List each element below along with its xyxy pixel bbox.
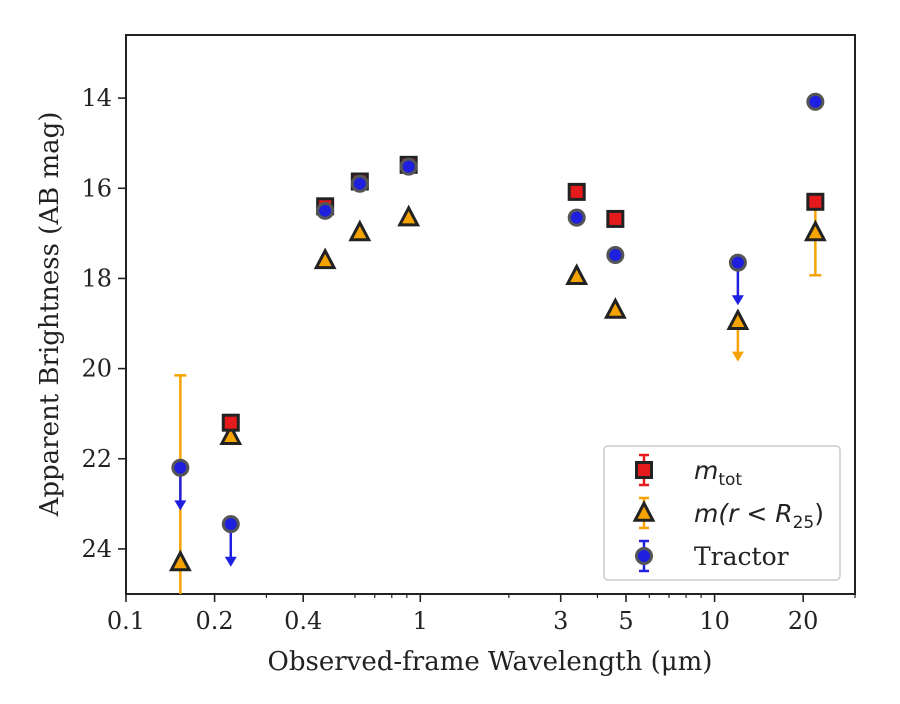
x-tick-label-1: 0.2 [196, 607, 234, 635]
x-tick-label-3: 1 [413, 607, 428, 635]
legend-marker-1 [632, 500, 656, 522]
circle-point-7 [728, 253, 747, 272]
triangle-point-1 [219, 423, 243, 445]
legend-entry-2: Tractor [635, 539, 789, 573]
legend-label-1: m(r < R25) [694, 499, 824, 533]
circle-point-2 [316, 201, 335, 220]
circle-point-4 [399, 157, 418, 176]
x-tick-label-6: 10 [699, 607, 730, 635]
circle-limit-arrow-7-head [731, 295, 744, 306]
y-tick-label-2: 18 [81, 264, 112, 292]
triangle-point-7 [726, 308, 750, 331]
x-axis-label: Observed-frame Wavelength (μm) [268, 647, 713, 677]
square-point-0 [221, 413, 240, 432]
x-tick-label-5: 5 [618, 607, 633, 635]
legend-marker-0 [635, 461, 653, 479]
legend-label-0: mtot [694, 456, 742, 490]
circle-limit-arrow-0-head [174, 500, 187, 511]
plot-frame [125, 34, 856, 595]
square-point-6 [806, 192, 825, 211]
circle-point-8 [806, 92, 825, 111]
y-tick-label-0: 14 [81, 84, 112, 112]
circle-point-6 [606, 245, 625, 264]
y-axis-label: Apparent Brightness (AB mag) [35, 112, 65, 518]
legend: mtot m(r < R25) Tractor [603, 445, 841, 581]
circle-point-5 [567, 208, 586, 227]
circle-point-3 [350, 174, 369, 193]
legend-entry-0: mtot [635, 453, 742, 490]
x-tick-label-0: 0.1 [107, 607, 145, 635]
legend-entry-1: m(r < R25) [632, 496, 824, 533]
x-tick-label-2: 0.4 [284, 607, 322, 635]
y-tick-label-5: 24 [81, 535, 112, 563]
triangle-point-6 [603, 297, 627, 319]
triangle-point-0 [168, 549, 192, 572]
circle-limit-arrow-1-head [224, 556, 237, 567]
legend-label-2: Tractor [694, 542, 789, 571]
y-tick-label-1: 16 [81, 174, 112, 202]
triangle-limit-arrow-7-head [731, 351, 744, 362]
y-tick-label-3: 20 [81, 355, 112, 383]
triangle-point-5 [565, 263, 589, 285]
legend-box [603, 445, 841, 581]
chart-axes: 0.1 0.2 0.4 1 3 5 10 20 14 16 18 20 22 24 [81, 84, 856, 635]
triangle-point-8 [803, 219, 827, 242]
y-tick-label-4: 22 [81, 445, 112, 473]
triangle-point-4 [397, 204, 421, 227]
x-tick-label-4: 3 [553, 607, 568, 635]
x-tick-label-7: 20 [788, 607, 819, 635]
chart-marks [168, 92, 827, 594]
circle-point-1 [221, 515, 240, 534]
triangle-point-3 [348, 219, 372, 242]
square-point-4 [567, 182, 586, 201]
circle-point-0 [171, 458, 190, 477]
legend-marker-2 [635, 547, 653, 565]
triangle-point-2 [313, 247, 337, 270]
square-point-5 [606, 209, 625, 228]
